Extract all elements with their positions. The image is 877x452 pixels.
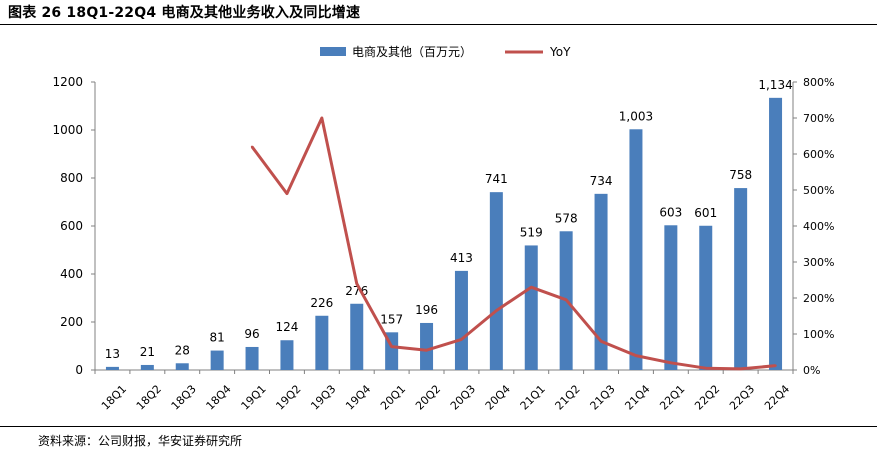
x-tick-label: 19Q4 (343, 382, 373, 412)
x-tick-label: 18Q2 (134, 382, 164, 412)
y-left-tick-label: 200 (60, 315, 83, 329)
y-right-tick-label: 600% (803, 148, 834, 161)
bar (664, 225, 678, 370)
y-right-tick-label: 500% (803, 184, 834, 197)
x-tick-label: 20Q3 (448, 382, 478, 412)
legend-line-label: YoY (549, 45, 571, 59)
bar-value-label: 413 (450, 251, 473, 265)
bar-value-label: 124 (275, 320, 298, 334)
x-tick-label: 18Q3 (169, 382, 199, 412)
y-left-tick-label: 800 (60, 171, 83, 185)
bar-value-label: 226 (310, 296, 333, 310)
yoy-point (599, 340, 603, 343)
yoy-point (530, 286, 533, 289)
bar (769, 97, 783, 370)
y-right-tick-label: 700% (803, 112, 834, 125)
bar-value-label: 603 (659, 205, 682, 219)
bar (734, 188, 748, 370)
bar (140, 364, 154, 370)
x-tick-label: 22Q2 (692, 382, 722, 412)
bar (524, 245, 538, 370)
y-left-tick-label: 1200 (52, 75, 83, 89)
bar (350, 303, 364, 370)
bar (629, 129, 643, 370)
yoy-point (250, 145, 254, 148)
source-note: 资料来源：公司财报，华安证券研究所 (38, 434, 243, 448)
yoy-point (774, 364, 777, 367)
yoy-point (285, 192, 289, 195)
bar-value-label: 196 (415, 303, 438, 317)
legend-bar-swatch (320, 47, 346, 56)
x-tick-label: 19Q1 (238, 382, 268, 412)
yoy-point (739, 367, 742, 371)
bar-value-label: 96 (244, 327, 259, 341)
yoy-point (460, 338, 463, 341)
bar (175, 363, 189, 370)
x-tick-label: 19Q3 (308, 382, 338, 412)
y-right-tick-label: 300% (803, 256, 834, 269)
y-left-tick-label: 1000 (52, 123, 83, 137)
yoy-point (564, 298, 568, 301)
yoy-point (669, 361, 673, 364)
yoy-point (634, 354, 638, 357)
bar-value-label: 578 (555, 211, 578, 225)
x-tick-label: 18Q1 (99, 382, 129, 412)
yoy-point (390, 345, 393, 348)
x-tick-label: 21Q1 (518, 382, 548, 412)
y-right-tick-label: 800% (803, 76, 834, 89)
x-tick-label: 19Q2 (273, 382, 303, 412)
legend-bar-label: 电商及其他（百万元） (352, 44, 472, 59)
yoy-point (355, 282, 358, 285)
bar-value-label: 13 (105, 347, 120, 361)
x-tick-label: 20Q1 (378, 382, 408, 412)
y-left-tick-label: 600 (60, 219, 83, 233)
bar (454, 270, 468, 370)
bar (699, 225, 713, 370)
bar-value-label: 741 (485, 172, 508, 186)
bar (280, 340, 294, 370)
x-tick-label: 21Q3 (587, 382, 617, 412)
y-right-tick-label: 0% (803, 364, 820, 377)
x-tick-label: 22Q1 (657, 382, 687, 412)
bar-value-label: 758 (729, 168, 752, 182)
y-right-tick-label: 200% (803, 292, 834, 305)
bar-value-label: 28 (175, 343, 190, 357)
x-tick-label: 20Q2 (413, 382, 443, 412)
yoy-line (250, 116, 776, 371)
x-tick-label: 22Q4 (762, 382, 792, 412)
x-tick-label: 21Q4 (622, 382, 652, 412)
bar-value-label: 1,134 (758, 78, 792, 92)
bar (315, 315, 329, 370)
x-tick-label: 21Q2 (553, 382, 583, 412)
y-right-tick-label: 100% (803, 328, 834, 341)
bar-value-label: 1,003 (619, 109, 653, 123)
bar-value-label: 81 (210, 331, 225, 345)
bar (105, 366, 119, 370)
y-right-tick-label: 400% (803, 220, 834, 233)
bar (210, 350, 224, 370)
bar (489, 192, 503, 370)
bar-value-label: 21 (140, 345, 155, 359)
bar-value-label: 157 (380, 312, 403, 326)
y-left-tick-label: 400 (60, 267, 83, 281)
bar-value-label: 601 (694, 206, 717, 220)
yoy-point (320, 116, 324, 120)
y-left-tick-label: 0 (75, 363, 83, 377)
x-tick-label: 20Q4 (483, 382, 513, 412)
x-tick-label: 22Q3 (727, 382, 757, 412)
x-tick-label: 18Q4 (204, 382, 234, 412)
yoy-point (425, 349, 428, 352)
chart-title: 图表 26 18Q1-22Q4 电商及其他业务收入及同比增速 (8, 5, 361, 21)
yoy-point (495, 309, 498, 312)
source-rule (0, 426, 877, 427)
yoy-point (704, 367, 707, 370)
bar (245, 346, 259, 370)
bar (420, 322, 434, 370)
title-rule (0, 24, 877, 25)
bar (594, 193, 608, 370)
bar-value-label: 519 (520, 225, 543, 239)
bar-value-label: 734 (590, 174, 613, 188)
